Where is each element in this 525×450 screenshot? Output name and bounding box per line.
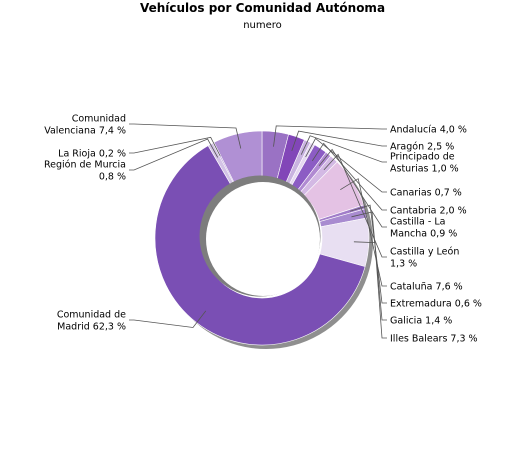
leader-line (353, 241, 387, 339)
leader-line (129, 310, 207, 328)
slice-label: Andalucía 4,0 % (390, 125, 467, 136)
slice-label: Comunidad de Madrid 62,3 % (57, 310, 126, 333)
leader-line (305, 137, 387, 193)
leader-line (323, 153, 387, 258)
leader-line (318, 148, 387, 228)
slice-label: Canarias 0,7 % (390, 188, 462, 199)
leader-line (129, 123, 242, 149)
leader-line (291, 130, 387, 152)
leader-line (311, 142, 387, 211)
chart-title: Vehículos por Comunidad Autónoma (139, 1, 386, 15)
slice-label: Principado de Asturias 1,0 % (390, 152, 459, 175)
slice-label: Cataluña 7,6 % (390, 282, 463, 293)
leader-line (273, 125, 387, 147)
slice-label: Cantabria 2,0 % (390, 206, 467, 217)
donut-hole (206, 182, 320, 296)
slice-label: Comunidad Valenciana 7,4 % (44, 114, 126, 137)
pie-slice (154, 145, 366, 346)
slice-label: Castilla - La Mancha 0,9 % (390, 217, 457, 240)
chart-subtitle: numero (243, 20, 282, 31)
slice-label: La Rioja 0,2 % (58, 149, 126, 160)
slice-label: Aragón 2,5 % (390, 142, 454, 153)
leader-line (340, 178, 387, 287)
leader-line (300, 135, 387, 163)
slice-label: Castilla y León 1,3 % (390, 247, 459, 270)
slice-label: Región de Murcia 0,8 % (44, 160, 126, 183)
slice-label: Galicia 1,4 % (390, 316, 452, 327)
slice-label: Extremadura 0,6 % (390, 299, 482, 310)
slice-label: Illes Balears 7,3 % (390, 334, 478, 345)
leader-line (129, 136, 221, 157)
leader-line (129, 138, 219, 171)
